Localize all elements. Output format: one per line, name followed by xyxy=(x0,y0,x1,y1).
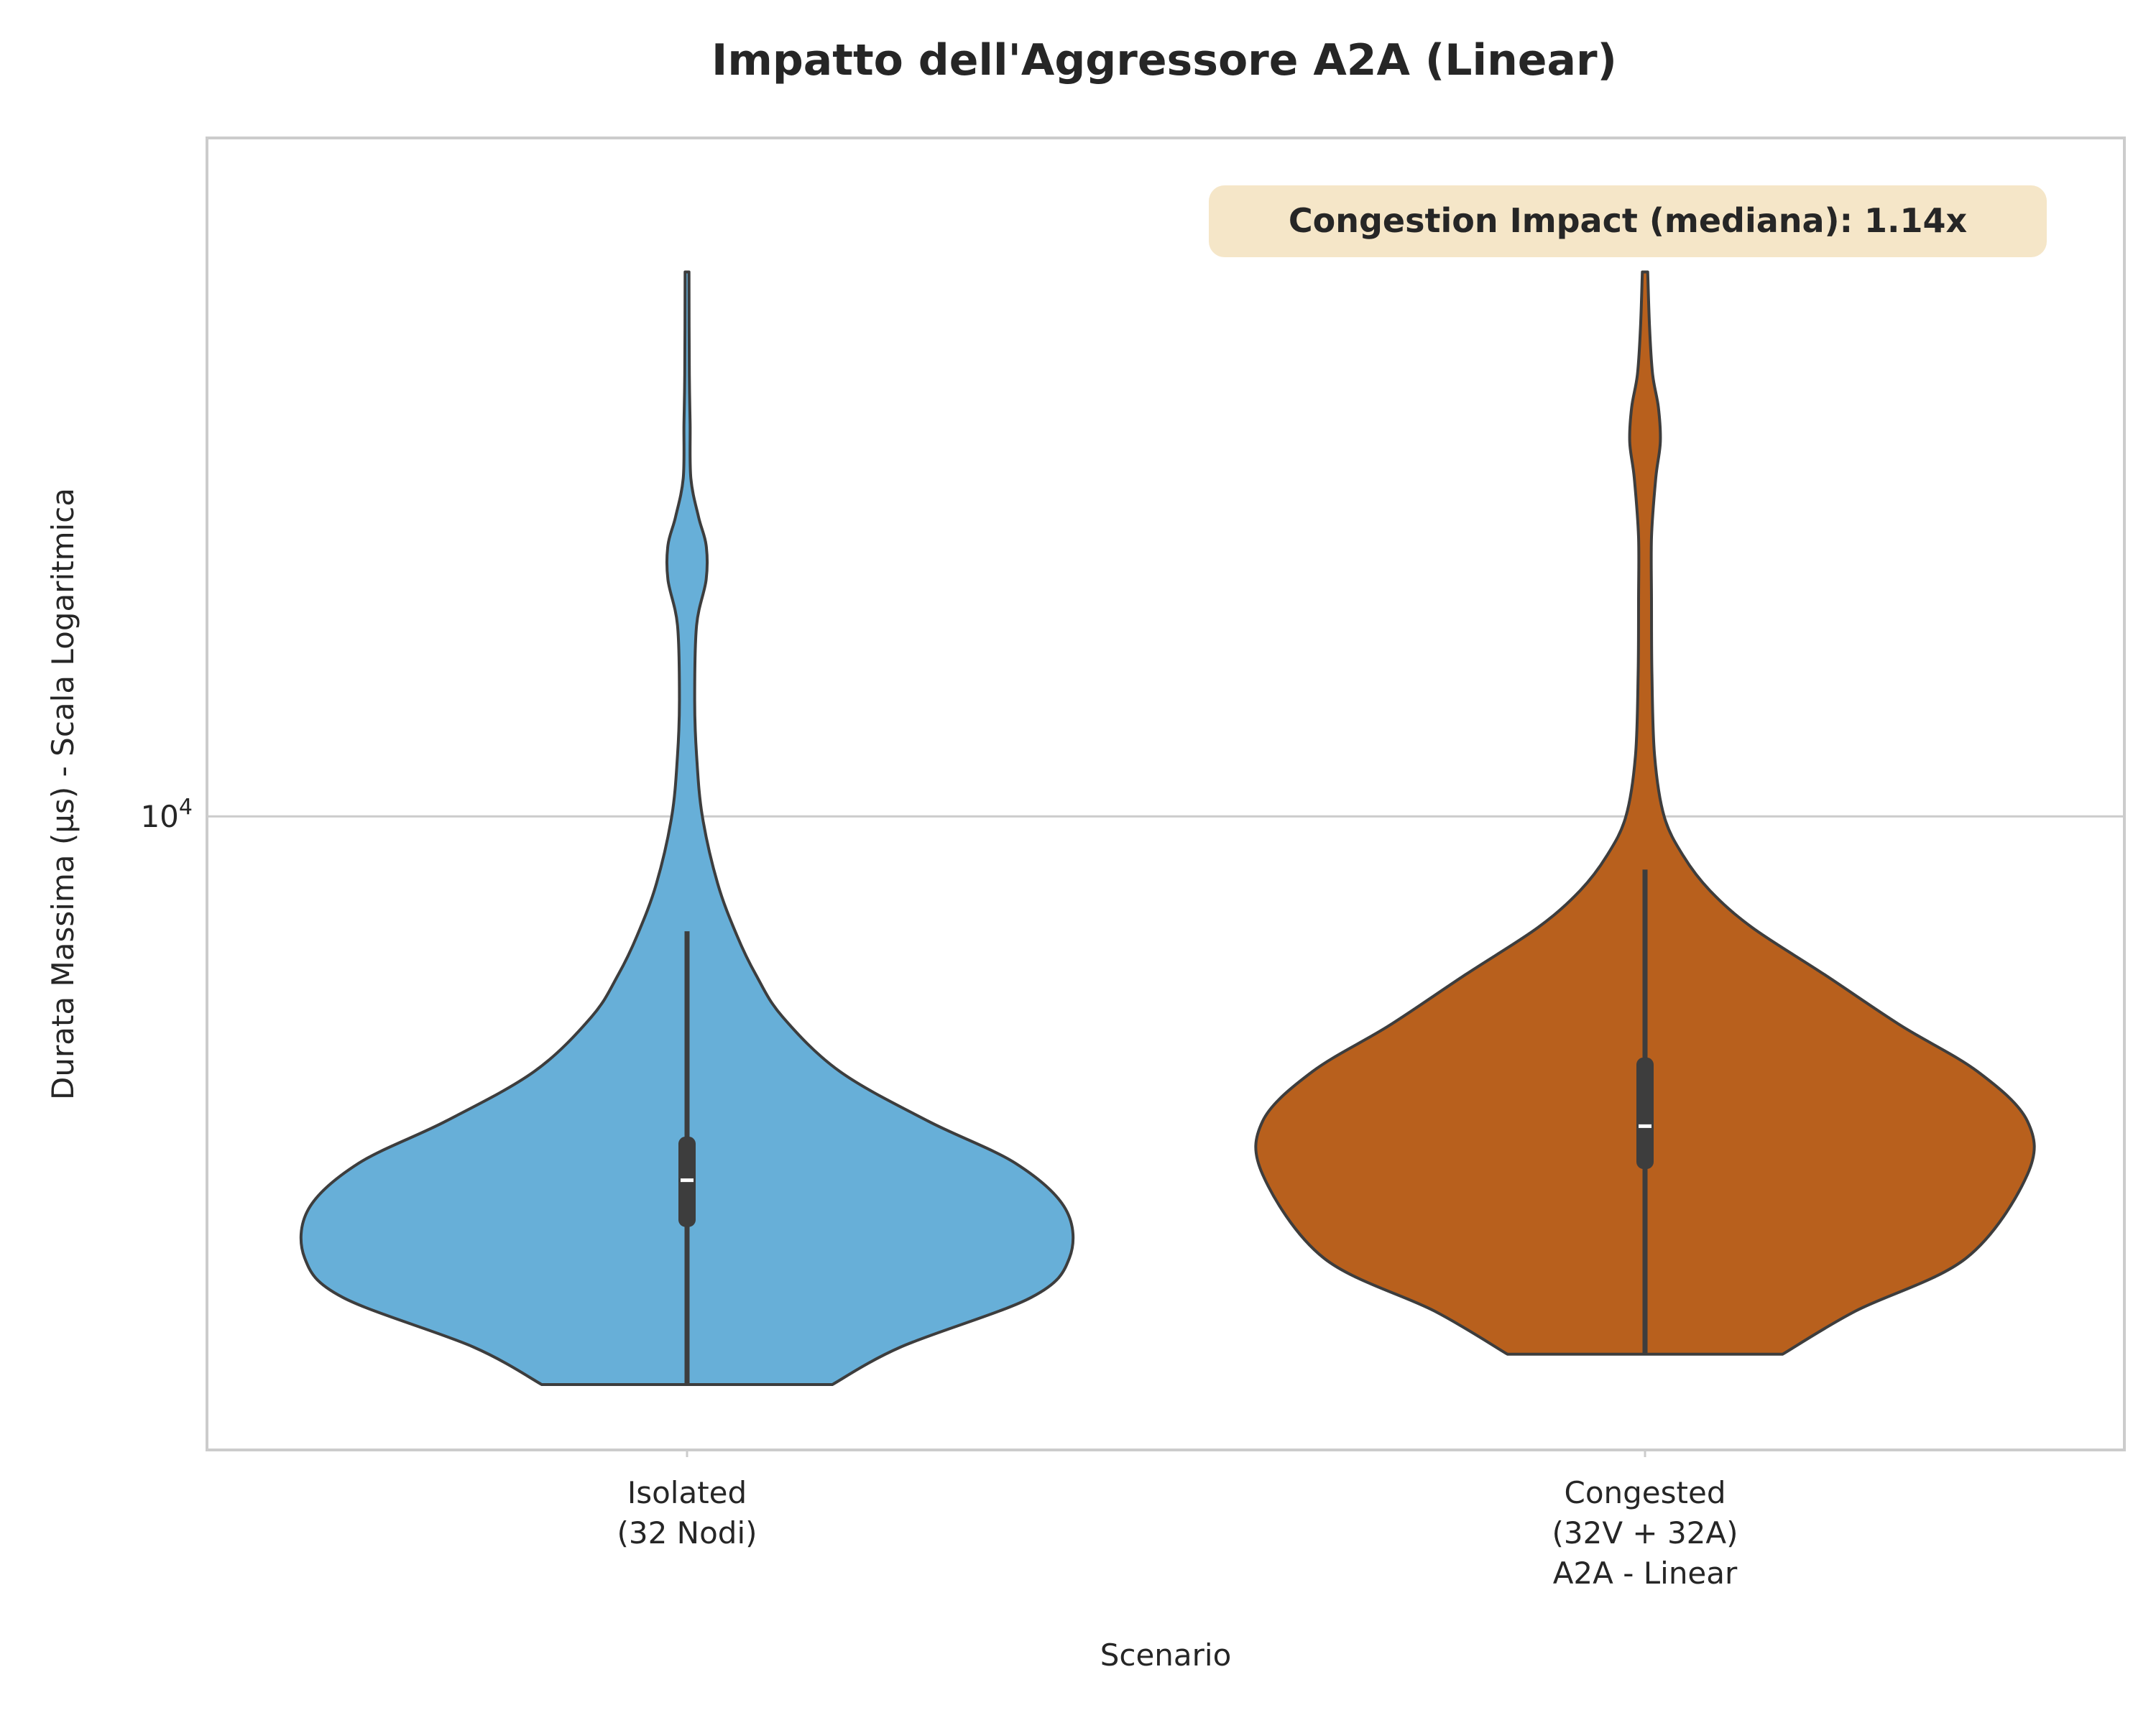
violin-body-1 xyxy=(1254,270,2036,1356)
x-tick-label-1-line-1: (32V + 32A) xyxy=(1552,1515,1738,1551)
x-tick-label-0-line-1: (32 Nodi) xyxy=(617,1515,757,1551)
plot-frame xyxy=(206,137,2126,1451)
x-tick-label-1-line-2: A2A - Linear xyxy=(1553,1556,1738,1591)
violin-iqr-box-1 xyxy=(1636,1057,1654,1170)
violin-1 xyxy=(1254,270,2036,1356)
annotation-background xyxy=(1209,185,2047,257)
x-tick-label-1-line-0: Congested xyxy=(1565,1475,1726,1510)
violin-body-0 xyxy=(299,270,1075,1386)
annotation-box: Congestion Impact (mediana): 1.14x xyxy=(1209,185,2047,257)
annotation-text: Congestion Impact (mediana): 1.14x xyxy=(1289,201,1967,240)
chart-title: Impatto dell'Aggressore A2A (Linear) xyxy=(711,35,1617,86)
violin-0 xyxy=(299,270,1075,1386)
y-axis-label: Durata Massima (µs) - Scala Logaritmica xyxy=(45,488,80,1100)
x-axis-label: Scenario xyxy=(1100,1637,1232,1673)
x-tick-label-0-line-0: Isolated xyxy=(627,1475,747,1510)
x-tick-layer: Isolated (32 Nodi) Congested (32V + 32A) A2A… xyxy=(617,1450,1738,1591)
violin-layer xyxy=(299,270,2036,1386)
